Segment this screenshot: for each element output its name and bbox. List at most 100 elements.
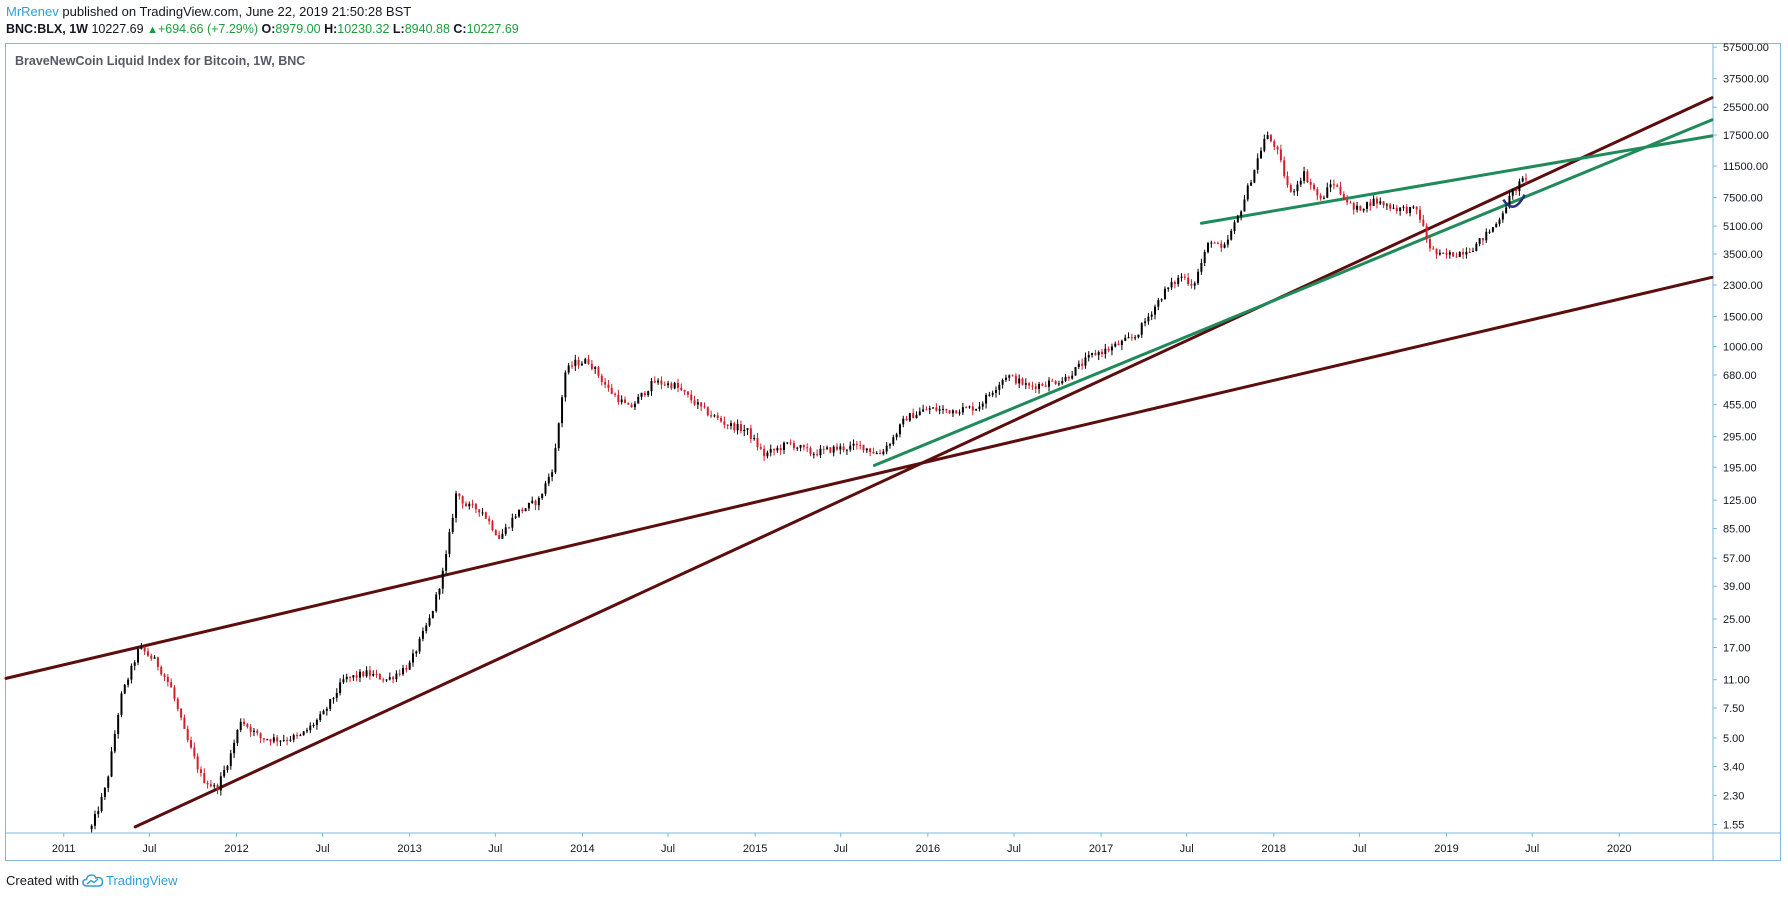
candle-body xyxy=(620,399,623,403)
candle-body xyxy=(1511,189,1514,196)
candle-body xyxy=(925,409,928,411)
price-tick-label: 5.00 xyxy=(1723,733,1744,745)
candle-body xyxy=(627,403,630,405)
candle-body xyxy=(146,651,149,656)
candle-body xyxy=(1515,189,1518,192)
trendlines-layer[interactable] xyxy=(4,96,1714,829)
candle-body xyxy=(378,673,381,680)
candle-body xyxy=(716,415,719,418)
candle-body xyxy=(1362,208,1365,211)
candle-body xyxy=(117,714,120,734)
candle-body xyxy=(1193,283,1196,286)
candle-body xyxy=(839,446,842,450)
candle-body xyxy=(527,502,530,509)
candle-body xyxy=(1306,171,1309,183)
candle-body xyxy=(133,662,136,666)
candle-body xyxy=(1322,197,1325,199)
price-tick-label: 5100.00 xyxy=(1723,221,1763,233)
candle-body xyxy=(1087,354,1090,358)
candle-body xyxy=(1462,252,1465,255)
candle-body xyxy=(484,512,487,519)
candle-body xyxy=(1342,194,1345,200)
tradingview-link[interactable]: TradingView xyxy=(105,873,178,888)
candle-body xyxy=(445,553,448,571)
candle-body xyxy=(802,445,805,448)
time-axis[interactable]: 2011 Jul 2012 Jul 2013 Jul 2014 Jul 2015 Jul 2016 J… xyxy=(52,833,1632,855)
candle-body xyxy=(1028,383,1031,386)
candle-body xyxy=(587,359,590,364)
candle-body xyxy=(156,657,159,667)
candle-body xyxy=(1048,380,1051,387)
candle-body xyxy=(799,445,802,448)
candle-body xyxy=(1289,185,1292,192)
candle-body xyxy=(683,390,686,392)
candle-body xyxy=(1260,150,1263,159)
published-text: published on TradingView.com, June 22, 2… xyxy=(62,4,412,19)
candle-body xyxy=(842,446,845,450)
author-link[interactable]: MrRenev xyxy=(6,4,59,19)
candle-body xyxy=(1064,377,1067,382)
candle-body xyxy=(554,448,557,473)
candle-body xyxy=(1207,243,1210,253)
candle-body xyxy=(1472,251,1475,253)
annotation-layer[interactable] xyxy=(1502,194,1526,208)
publish-info: MrRenev published on TradingView.com, Ju… xyxy=(6,4,411,20)
close-label: C: xyxy=(453,22,467,36)
candle-body xyxy=(1253,169,1256,183)
candle-body xyxy=(1038,384,1041,389)
candle-body xyxy=(319,714,322,720)
candle-body xyxy=(1438,252,1441,255)
ohlc-header: BNC:BLX, 1W 10227.69 ▲+694.66 (+7.29%) O… xyxy=(6,21,519,38)
candle-body xyxy=(478,509,481,513)
candle-body xyxy=(1296,184,1299,192)
price-axis[interactable]: 57500.00 37500.00 25500.00 17500.00 11500.00… xyxy=(1713,42,1769,831)
candle-body xyxy=(382,679,385,681)
candle-body xyxy=(806,447,809,449)
candle-body xyxy=(226,766,229,770)
candle-body xyxy=(1359,205,1362,211)
candle-body xyxy=(213,785,216,787)
candle-body xyxy=(1263,138,1266,151)
symbol-label: BNC:BLX, 1W xyxy=(6,22,88,36)
candle-body xyxy=(1299,180,1302,185)
candle-body xyxy=(256,730,259,734)
candle-body xyxy=(127,679,130,685)
candle-body xyxy=(1372,198,1375,207)
candle-body xyxy=(1084,357,1087,366)
candle-body xyxy=(1336,185,1339,187)
candle-body xyxy=(769,449,772,453)
candle-body xyxy=(756,438,759,448)
candle-body xyxy=(1273,141,1276,147)
candle-body xyxy=(388,677,391,680)
candle-body xyxy=(1286,176,1289,186)
candle-body xyxy=(1369,202,1372,207)
time-tick-label: Jul xyxy=(316,843,330,855)
candle-body xyxy=(1173,282,1176,284)
price-tick-label: 39.00 xyxy=(1723,581,1751,593)
candle-body xyxy=(1405,206,1408,214)
candle-body xyxy=(1101,351,1104,354)
candle-body xyxy=(1326,187,1329,198)
candle-body xyxy=(922,409,925,412)
candle-body xyxy=(1478,238,1481,244)
candle-body xyxy=(1021,378,1024,385)
candle-body xyxy=(372,673,375,676)
candle-body xyxy=(1236,216,1239,223)
candle-body xyxy=(508,527,511,529)
candle-body xyxy=(1220,243,1223,248)
candle-body xyxy=(1197,271,1200,284)
candle-body xyxy=(415,651,418,654)
candle-body xyxy=(1319,195,1322,199)
candle-body xyxy=(1276,146,1279,150)
candle-body xyxy=(1180,276,1183,278)
last-price: 10227.69 xyxy=(91,22,144,36)
candle-body xyxy=(425,625,428,631)
candle-body xyxy=(1127,337,1130,339)
close-value: 10227.69 xyxy=(466,22,519,36)
candle-body xyxy=(1200,262,1203,272)
candle-body xyxy=(219,776,222,791)
price-tick-label: 195.00 xyxy=(1723,462,1757,474)
trendline xyxy=(1199,134,1714,225)
candle-body xyxy=(170,682,173,688)
